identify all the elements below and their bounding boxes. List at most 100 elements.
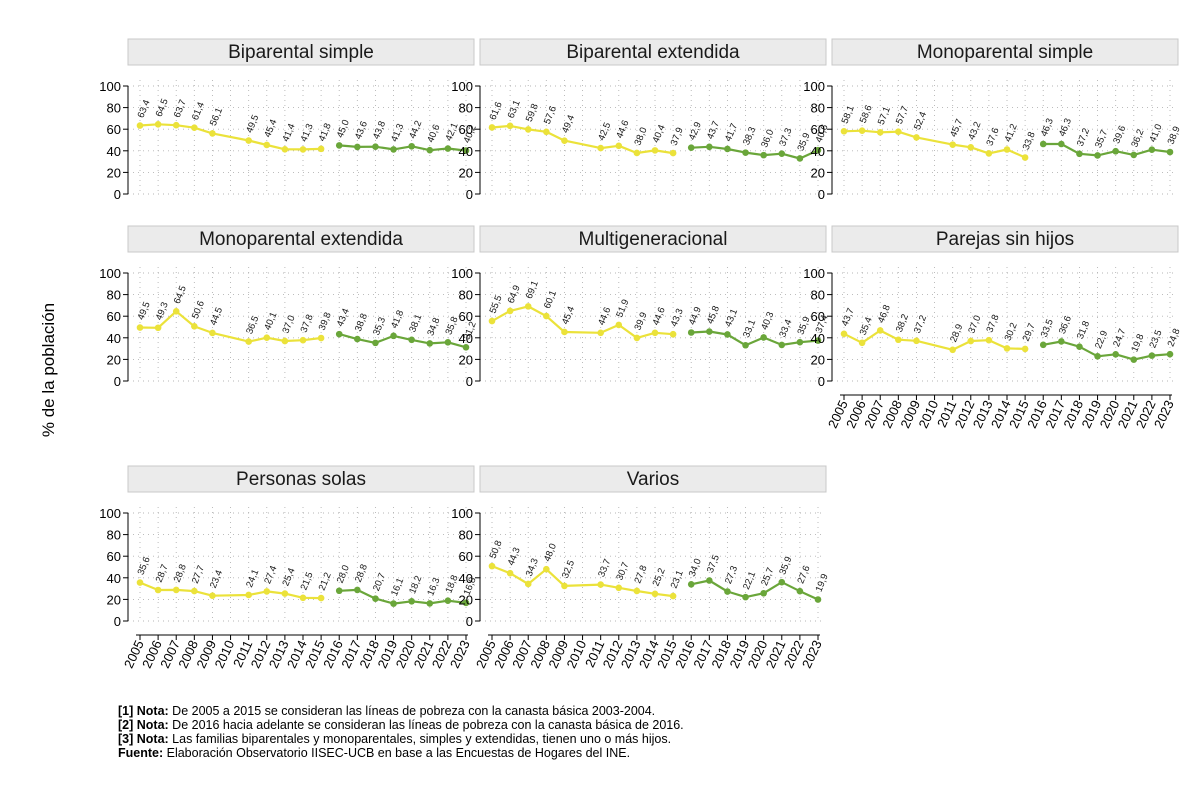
y-tick-label: 0 (466, 614, 473, 629)
note-3: [3] Nota: Las familias biparentales y mo… (118, 732, 684, 746)
series-2016-2023-point (1130, 356, 1138, 363)
data-label: 19,8 (1129, 332, 1146, 353)
series-2005-2015-point (913, 134, 920, 141)
panel-strip (479, 465, 827, 493)
series-2005-2015-point (985, 336, 993, 344)
series-2005-2015-point (317, 334, 325, 342)
y-tick-label: 100 (451, 266, 473, 281)
data-label: 19,9 (814, 572, 831, 593)
series-2005-2015-point (967, 144, 975, 151)
y-tick-label: 0 (114, 374, 121, 389)
data-label: 29,7 (1021, 322, 1038, 343)
data-label: 41,0 (1147, 123, 1164, 144)
data-label: 45,0 (335, 118, 352, 139)
note-2: [2] Nota: De 2016 hacia adelante se cons… (118, 718, 684, 732)
data-label: 31,8 (1075, 320, 1092, 341)
data-label: 40,3 (759, 310, 776, 331)
series-2005-2015-point (136, 324, 144, 331)
data-label: 69,1 (524, 279, 541, 300)
y-tick-label: 100 (99, 79, 121, 94)
note-2-label: [2] Nota: (118, 718, 169, 732)
data-label: 50,6 (190, 299, 207, 320)
data-label: 24,8 (1166, 327, 1183, 348)
y-tick-label: 80 (811, 101, 825, 116)
panel-title: Multigeneracional (579, 229, 728, 250)
panel-title: Varios (627, 469, 679, 490)
series-2005-2015-point (488, 124, 496, 131)
series-2005-2015-point (1003, 345, 1011, 352)
panel-strip (831, 38, 1179, 66)
series-2005-2015-point (172, 586, 180, 594)
data-label: 27,3 (723, 564, 740, 585)
y-tick-label: 60 (459, 549, 473, 564)
y-tick-label: 60 (107, 309, 121, 324)
series-2016-2023-point (1112, 351, 1119, 358)
series-2005-2015-point (299, 594, 307, 602)
data-label: 34,8 (425, 316, 442, 337)
series-2016-2023-point (1112, 147, 1119, 155)
data-label: 41,2 (1003, 122, 1020, 143)
series-2005-2015-point (209, 130, 216, 137)
series-2005-2015-point (949, 141, 956, 148)
series-2005-2015-point (561, 582, 568, 590)
series-2016-2023-point (1166, 350, 1174, 358)
series-2016-2023-point (796, 155, 804, 162)
series-2005-2015-line (843, 329, 1026, 351)
panel-8: Varios0204060801002005200620072008200920… (451, 465, 831, 670)
data-label: 64,5 (172, 284, 189, 305)
data-label: 33,4 (777, 318, 794, 339)
y-tick-label: 60 (811, 309, 825, 324)
series-2016-2023-point (390, 600, 397, 607)
series-2016-2023-point (706, 328, 713, 335)
y-tick-label: 20 (107, 352, 121, 367)
series-2005-2015-point (895, 336, 902, 344)
data-label: 57,7 (894, 105, 911, 126)
data-label: 28,8 (172, 563, 189, 584)
series-2005-2015-line (139, 310, 322, 343)
series-2016-2023-point (335, 330, 343, 338)
data-label: 42,9 (687, 121, 704, 142)
series-2016-2023-point (796, 587, 804, 595)
data-label: 46,8 (876, 303, 893, 324)
data-label: 35,4 (858, 316, 875, 337)
data-label: 46,3 (1039, 117, 1056, 138)
data-label: 36,0 (759, 128, 776, 149)
data-label: 28,9 (948, 323, 965, 344)
y-tick-label: 20 (811, 352, 825, 367)
data-label: 24,1 (244, 568, 261, 589)
y-tick-label: 80 (107, 528, 121, 543)
panel-strip (831, 225, 1179, 253)
source-note: Fuente: Elaboración Observatorio IISEC-U… (118, 746, 684, 760)
series-2005-2015-point (245, 137, 252, 144)
data-label: 45,4 (560, 305, 577, 326)
series-2005-2015-point (858, 127, 866, 135)
series-2005-2015-point (317, 594, 325, 602)
note-3-label: [3] Nota: (118, 732, 169, 746)
data-label: 37,0 (280, 314, 297, 335)
data-label: 37,8 (299, 313, 316, 334)
series-2016-2023-point (760, 589, 767, 597)
data-label: 38,9 (1166, 125, 1183, 146)
note-1-label: [1] Nota: (118, 704, 169, 718)
series-2016-2023-point (724, 145, 731, 153)
series-2005-2015-point (136, 579, 144, 586)
series-2005-2015-point (876, 327, 884, 334)
series-2016-2023-point (1039, 341, 1047, 349)
series-2016-2023-point (408, 142, 415, 150)
data-label: 35,6 (136, 555, 153, 576)
series-2016-2023-point (444, 145, 452, 152)
data-label: 28,7 (154, 563, 171, 584)
data-label: 39,8 (317, 311, 334, 332)
y-tick-label: 40 (107, 571, 121, 586)
data-label: 35,3 (371, 316, 388, 337)
data-label: 23,5 (1147, 328, 1164, 349)
data-label: 43,7 (840, 307, 857, 328)
data-label: 61,4 (190, 101, 207, 122)
series-2016-2023-point (1130, 151, 1138, 159)
data-label: 45,8 (705, 304, 722, 325)
y-tick-label: 80 (459, 101, 473, 116)
data-label: 27,8 (632, 564, 649, 585)
data-label: 41,8 (389, 309, 406, 330)
data-label: 40,4 (651, 123, 668, 144)
series-2016-2023-point (778, 150, 786, 158)
